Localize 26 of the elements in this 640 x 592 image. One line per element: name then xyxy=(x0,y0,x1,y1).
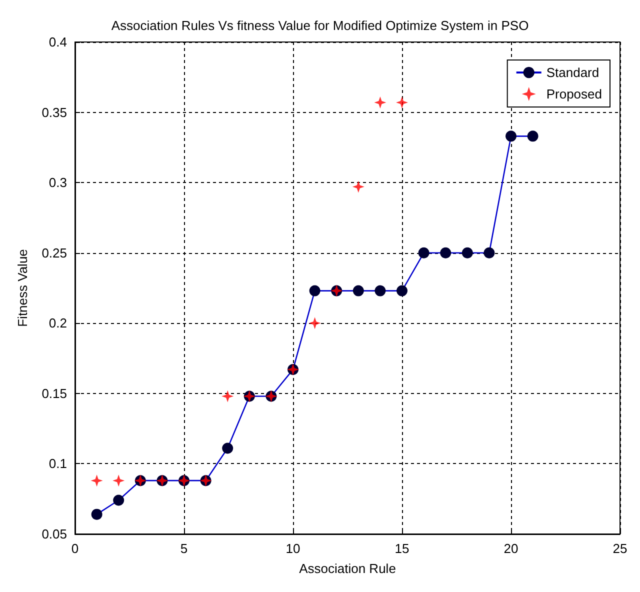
y-tick-label: 0.35 xyxy=(42,104,67,120)
y-tick-label: 0.15 xyxy=(42,386,67,401)
point xyxy=(374,96,386,108)
chart-title: Association Rules Vs fitness Value for Modified Optimize System in PSO xyxy=(111,18,529,33)
point xyxy=(308,317,321,330)
point xyxy=(352,180,364,193)
y-tick-label: 0.1 xyxy=(48,456,67,472)
legend-label: Proposed xyxy=(546,86,602,102)
x-tick-label: 10 xyxy=(286,541,300,556)
y-tick-label: 0.4 xyxy=(48,34,67,50)
y-tick-label: 0.05 xyxy=(42,526,67,542)
y-tick-label: 0.3 xyxy=(48,175,67,190)
x-tick-label: 15 xyxy=(394,541,410,556)
point xyxy=(222,390,234,402)
y-tick-label: 0.25 xyxy=(42,245,67,260)
y-axis-title: Fitness Value xyxy=(15,249,30,327)
x-tick-label: 25 xyxy=(612,541,628,556)
x-tick-label: 5 xyxy=(180,541,188,556)
x-axis-title: Association Rule xyxy=(299,561,396,576)
point xyxy=(112,474,125,487)
legend-label: Standard xyxy=(546,65,600,80)
point xyxy=(396,96,408,108)
x-tick-label: 0 xyxy=(71,541,79,556)
point xyxy=(90,474,103,487)
y-tick-label: 0.2 xyxy=(48,316,67,331)
x-tick-label: 20 xyxy=(504,541,518,556)
